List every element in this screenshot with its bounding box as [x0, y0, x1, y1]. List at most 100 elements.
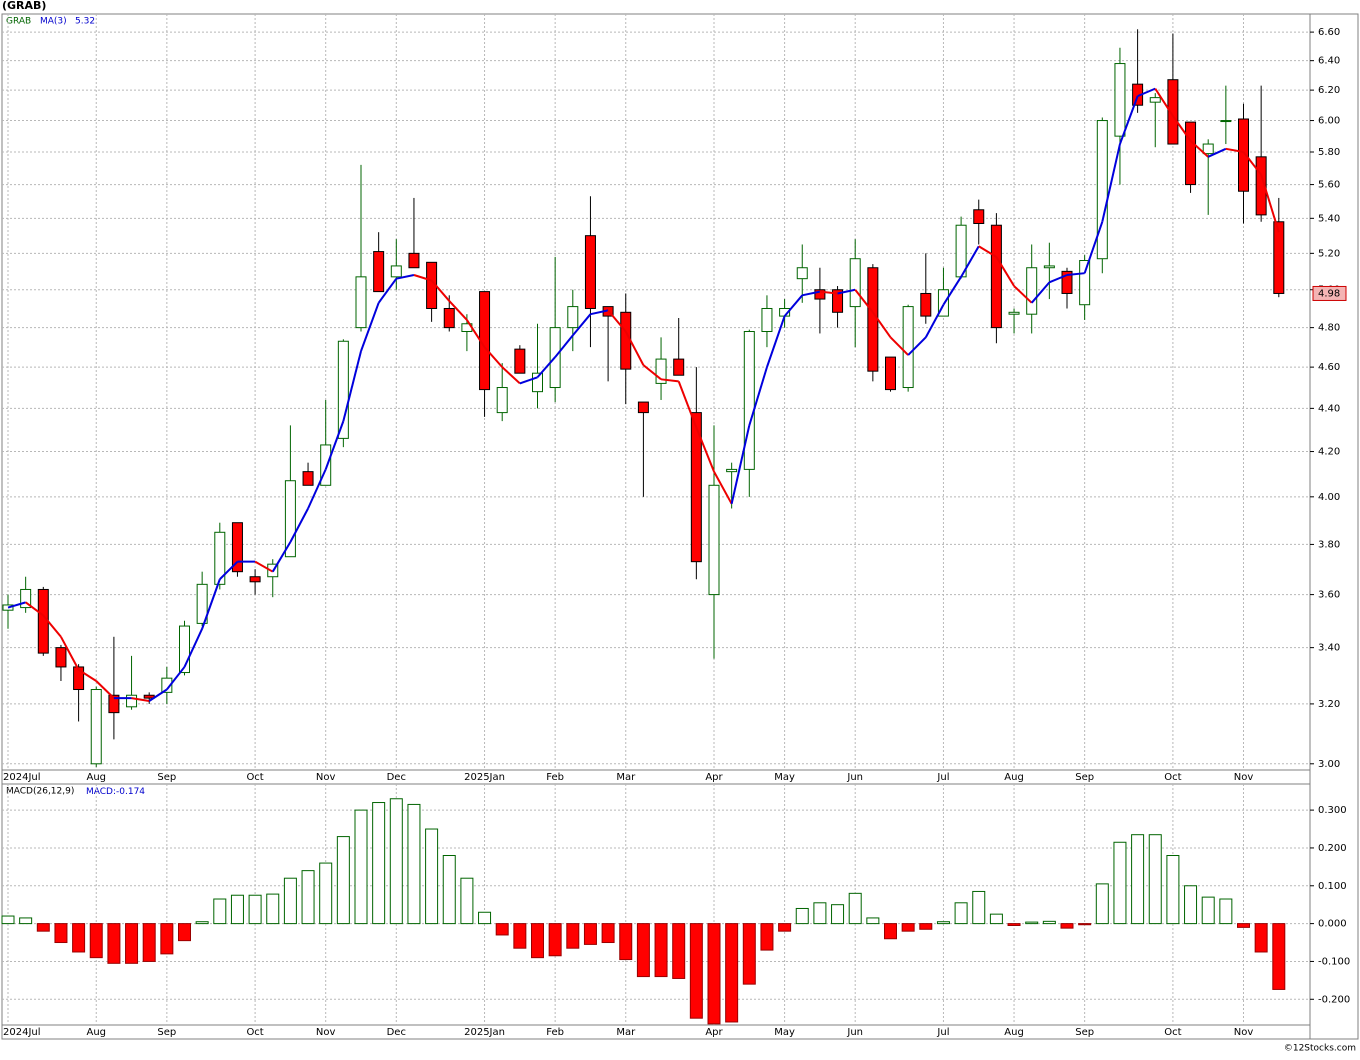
macd-bar: [954, 902, 968, 925]
ma-segment: [501, 366, 521, 385]
ma-segment: [307, 468, 327, 509]
macd-bar: [1166, 855, 1180, 925]
macd-bar: [425, 828, 439, 925]
candle-body: [1114, 63, 1126, 137]
candle-body: [867, 267, 879, 372]
y-tick-label: 0.000: [1318, 919, 1347, 930]
macd-bar: [319, 862, 333, 925]
candle-body: [973, 209, 985, 224]
ma-segment: [413, 274, 432, 282]
macd-bar: [1254, 923, 1268, 953]
ma-segment: [1030, 281, 1051, 304]
legend-ma: MA(3): [40, 17, 67, 27]
macd-bar: [160, 923, 174, 955]
ma-segment: [289, 508, 309, 543]
ma-segment: [1242, 151, 1262, 176]
candle-body: [373, 251, 385, 293]
candle-body: [73, 666, 85, 691]
y-tick-label: -0.200: [1318, 994, 1350, 1005]
y-tick-label: 3.40: [1318, 643, 1340, 654]
ma-segment: [342, 350, 362, 422]
macd-bar: [1078, 923, 1092, 926]
x-tick-label: Oct: [246, 1027, 263, 1038]
macd-bar: [884, 923, 897, 940]
macd-bar: [901, 923, 915, 932]
candle-body: [761, 307, 773, 333]
ma-segment: [819, 290, 838, 295]
ma-segment: [730, 425, 751, 505]
macd-bar: [125, 923, 139, 964]
y-tick-label: 3.80: [1318, 539, 1340, 550]
candle-body: [214, 531, 226, 585]
candle-body: [796, 267, 808, 280]
candle-body: [708, 484, 720, 596]
macd-bar: [1272, 923, 1286, 990]
ma-segment: [960, 245, 980, 278]
macd-bar: [725, 923, 739, 1023]
ma-segment: [572, 313, 592, 337]
candle-body: [108, 694, 120, 714]
macd-bar: [654, 923, 668, 978]
ma-segment: [536, 356, 556, 378]
candle-body: [1149, 97, 1161, 103]
x-tick-label: Aug: [86, 1027, 106, 1038]
candle-body: [161, 677, 173, 693]
candle-body: [1255, 156, 1267, 216]
candle-body: [1185, 121, 1197, 186]
macd-bar: [442, 855, 456, 925]
y-tick-label: 3.00: [1318, 759, 1340, 770]
ma-segment: [978, 245, 997, 258]
macd-bar: [601, 923, 615, 944]
macd-bar: [1219, 898, 1233, 925]
ma-segment: [713, 471, 733, 505]
ma-segment: [783, 294, 804, 317]
candle-body: [690, 412, 702, 563]
y-tick-label: 4.80: [1318, 323, 1340, 334]
ma-segment: [131, 697, 150, 702]
macd-bar: [213, 898, 227, 925]
candle-body: [743, 331, 755, 470]
ma-segment: [396, 274, 415, 280]
x-tick-label: Nov: [1234, 1027, 1254, 1038]
x-tick-label: Sep: [1075, 772, 1094, 783]
ma-segment: [1101, 143, 1121, 222]
macd-bar: [495, 923, 509, 936]
macd-bar: [972, 890, 986, 925]
candle-body: [408, 252, 420, 269]
x-tick-label: Sep: [1075, 1027, 1094, 1038]
axis-panel: [1309, 13, 1359, 1040]
ma-segment: [1066, 272, 1085, 277]
y-tick-label: 4.40: [1318, 403, 1340, 414]
ma-segment: [1013, 285, 1033, 304]
macd-bar: [936, 921, 950, 925]
ma-segment: [42, 614, 62, 638]
x-tick-label: Feb: [546, 772, 564, 783]
macd-bar: [1060, 923, 1074, 929]
macd-bar: [1201, 896, 1215, 925]
x-tick-label: Jun: [846, 1027, 863, 1038]
candle-body: [320, 444, 332, 486]
macd-bar: [1131, 834, 1145, 925]
y-tick-label: 0.200: [1318, 843, 1347, 854]
candle-body: [90, 689, 102, 765]
macd-bar: [566, 923, 580, 949]
macd-bar: [372, 802, 386, 925]
macd-bar: [89, 923, 103, 959]
x-tick-label: Nov: [316, 772, 336, 783]
macd-bar: [672, 923, 686, 979]
macd-bar: [354, 809, 368, 925]
candle-body: [832, 289, 844, 313]
candle-body: [196, 583, 208, 624]
chart-title: (GRAB): [2, 0, 46, 12]
ma-segment: [519, 376, 538, 385]
y-tick-label: 5.20: [1318, 248, 1340, 259]
ma-segment: [78, 668, 97, 682]
ma-segment: [254, 560, 274, 573]
macd-bar: [107, 923, 121, 964]
ma-segment: [377, 278, 398, 304]
candle-body: [302, 471, 314, 486]
candle-body: [1043, 265, 1055, 269]
ma-segment: [483, 346, 503, 368]
y-tick-label: 4.20: [1318, 447, 1340, 458]
